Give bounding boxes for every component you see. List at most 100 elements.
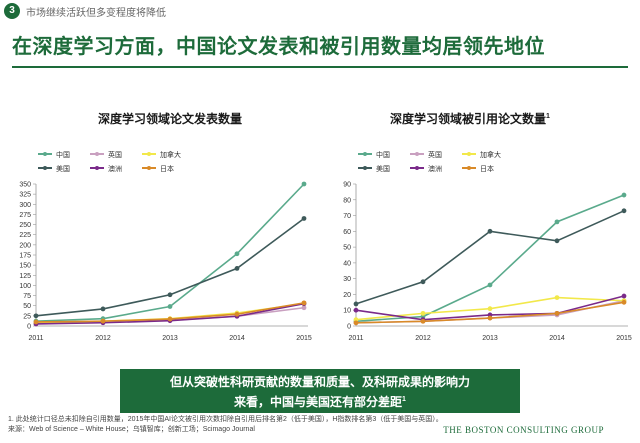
left-chart-y-tick-label: 100 [19,283,31,290]
right-chart-y-tick-label: 60 [343,229,351,236]
left-chart-y-tick-label: 0 [27,324,31,331]
left-chart-legend-marker-uk [95,152,99,156]
left-chart-legend-marker-canada [147,152,151,156]
right-chart-legend-label-usa: 美国 [376,164,390,173]
left-chart-y-tick-label: 50 [23,303,31,310]
footnote-line-1: 1. 此处统计口径总未扣除自引用数量，2015年中国AI论文被引用次数扣除自引用… [8,416,443,423]
right-chart-y-tick-label: 70 [343,213,351,220]
top-bar: 3 市场继续活跃但多变程度将降低 [0,0,640,22]
right-chart-point-usa [621,208,627,214]
left-chart-point-china [167,304,173,309]
right-chart-point-japan [487,315,493,321]
right-chart-y-tick-label: 30 [343,276,351,283]
right-chart-legend-marker-china [363,152,367,156]
right-chart-legend-marker-uk [415,152,419,156]
left-chart-y-tick-label: 200 [19,242,31,249]
left-chart-point-usa [301,216,307,221]
right-chart-y-tick-label: 40 [343,260,351,267]
right-chart-point-china [487,282,493,288]
left-chart-legend-marker-china [43,152,47,156]
right-chart-legend-marker-japan [467,166,471,170]
left-chart-series-line-usa [35,217,305,317]
left-chart-x-tick-label: 2011 [28,335,43,342]
left-chart-y-tick-label: 225 [19,232,31,239]
right-chart-legend-label-china: 中国 [376,150,390,159]
left-chart-x-tick-label: 2013 [162,335,178,342]
left-chart-point-japan [33,319,39,325]
footnote: 1. 此处统计口径总未扣除自引用数量，2015年中国AI论文被引用次数扣除自引用… [8,415,632,435]
left-chart-legend-marker-australia [95,166,99,170]
right-chart-x-tick-label: 2014 [549,335,565,342]
right-chart-series-line-usa [355,210,625,305]
callout-line-1: 但从突破性科研贡献的数量和质量、及科研成果的影响力 [169,375,470,389]
title-divider [12,66,628,68]
left-chart-point-usa [100,306,106,312]
left-chart-y-tick-label: 350 [19,182,31,189]
right-chart-point-australia [621,293,627,299]
bcg-logo: THE BOSTON CONSULTING GROUP [443,425,604,435]
right-chart-title-text: 深度学习领域被引用论文数量 [390,112,547,126]
right-chart-x-tick-label: 2011 [348,335,363,342]
left-chart-point-japan [167,316,173,322]
left-chart-point-usa [33,313,39,319]
left-chart-legend-label-australia: 澳洲 [108,164,122,173]
right-chart-legend-label-uk: 英国 [428,150,442,159]
right-chart-title-footnote-mark: 1 [546,113,550,120]
left-chart-y-tick-label: 300 [19,202,31,209]
right-chart-y-tick-label: 50 [343,245,351,252]
left-chart-point-china [301,181,307,187]
right-chart-title: 深度学习领域被引用论文数量1 [330,110,610,127]
page-number-badge: 3 [4,3,20,19]
source-text: 来源：Web of Science – White House；乌镇智库；创新工… [8,426,255,433]
right-chart-legend-marker-canada [467,152,471,156]
right-chart-point-japan [420,318,426,324]
left-chart-point-china [234,251,240,257]
callout-line-2-text: 来看，中国与美国还有部分差距 [234,395,403,409]
left-chart-y-tick-label: 325 [19,192,31,199]
right-chart-point-canada [420,310,426,316]
right-chart-point-usa [420,279,426,285]
left-chart-point-japan [234,311,240,317]
right-chart-x-tick-label: 2012 [415,335,431,342]
left-chart-point-usa [234,265,240,271]
right-chart-point-usa [353,301,359,307]
right-chart-y-tick-label: 0 [347,324,351,331]
right-chart-point-japan [621,299,627,305]
left-chart-legend-label-canada: 加拿大 [160,150,181,159]
left-chart-point-japan [301,300,307,306]
left-chart-x-tick-label: 2015 [296,335,312,342]
left-chart-point-uk [301,305,307,311]
right-chart-legend-marker-australia [415,166,419,170]
key-insight-callout: 但从突破性科研贡献的数量和质量、及科研成果的影响力 来看，中国与美国还有部分差距… [120,369,520,413]
left-chart-point-usa [167,292,173,298]
right-chart-point-usa [554,238,560,244]
left-chart-legend-label-japan: 日本 [160,164,174,173]
left-chart-y-tick-label: 250 [19,222,31,229]
left-chart-y-tick-label: 125 [19,273,31,280]
headline: 在深度学习方面，中国论文发表和被引用数量均居领先地位 [12,30,628,68]
left-chart-point-japan [100,318,106,324]
right-chart-y-tick-label: 10 [343,308,351,315]
callout-line-2: 来看，中国与美国还有部分差距1 [120,391,520,411]
right-chart-point-canada [554,295,560,300]
right-chart-point-canada [487,306,493,312]
left-chart-legend-label-uk: 英国 [108,150,122,159]
right-chart-point-australia [353,307,359,313]
left-chart-title-text: 深度学习领域论文发表数量 [97,112,242,126]
right-chart-point-china [554,219,560,225]
left-chart-legend-label-china: 中国 [56,150,70,159]
right-chart-point-usa [487,228,493,234]
left-chart-x-tick-label: 2014 [229,335,245,342]
right-chart-series-line-china [355,194,625,323]
right-chart-legend-label-japan: 日本 [480,164,494,173]
page-title: 在深度学习方面，中国论文发表和被引用数量均居领先地位 [12,36,545,58]
left-chart-y-tick-label: 150 [19,263,31,270]
left-chart-legend-marker-japan [147,166,151,170]
right-chart-point-japan [554,310,560,316]
left-chart-y-tick-label: 175 [19,253,31,260]
section-title: 市场继续活跃但多变程度将降低 [26,8,166,19]
right-chart-y-tick-label: 20 [343,292,351,299]
left-chart-legend-marker-usa [43,166,47,170]
